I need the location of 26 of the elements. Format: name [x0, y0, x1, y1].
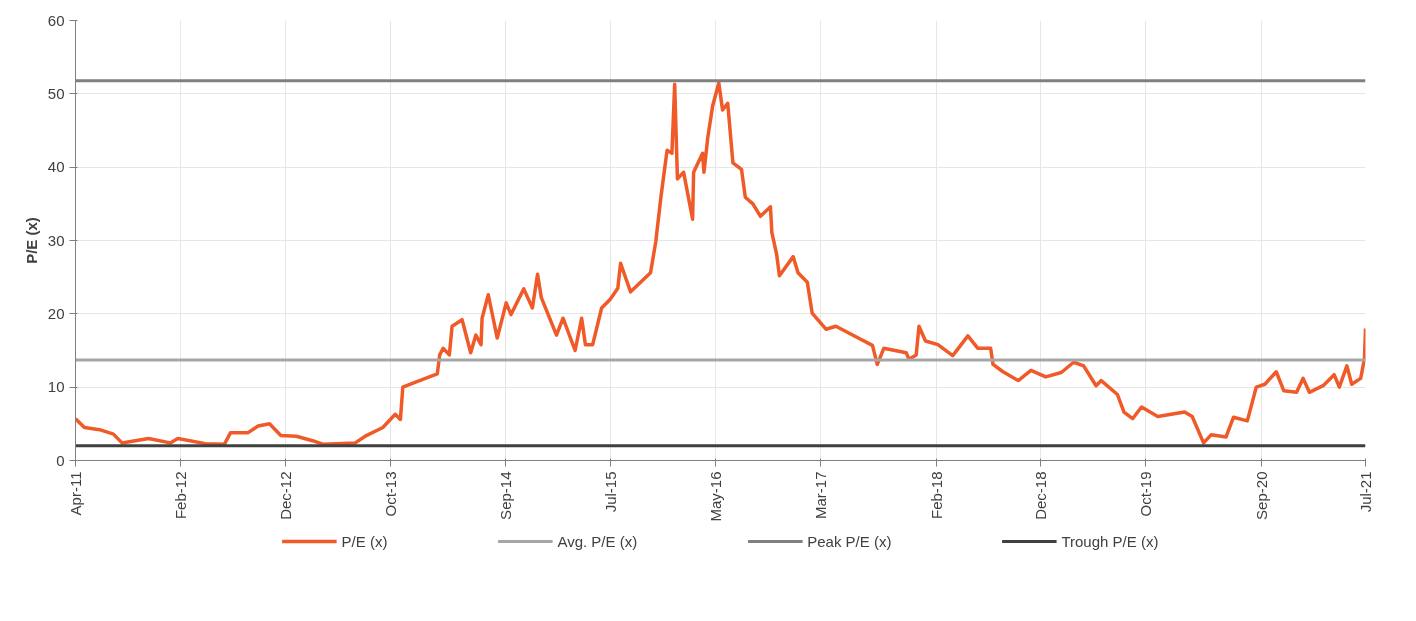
- x-tick-label: Dec-12: [277, 471, 295, 520]
- x-tick-label: Feb-18: [927, 471, 945, 520]
- x-tick-label: Jul-21: [1357, 471, 1374, 513]
- legend-label: Peak P/E (x): [807, 532, 892, 550]
- line-series: [75, 81, 1366, 447]
- x-tick-label: Oct-19: [1136, 471, 1154, 517]
- y-axis-title: P/E (x): [22, 217, 40, 264]
- y-tick-label: 30: [47, 231, 65, 249]
- y-tick-label: 40: [47, 158, 65, 176]
- x-tick-label: Jul-15: [601, 471, 619, 513]
- y-tick-label: 20: [47, 304, 65, 322]
- x-tick-label: Apr-11: [67, 471, 84, 516]
- legend-label: Trough P/E (x): [1061, 532, 1159, 550]
- x-tick-label: May-16: [706, 471, 724, 522]
- y-tick-label: 60: [47, 11, 65, 29]
- x-tick-label: Mar-17: [811, 471, 829, 520]
- y-tick-label: 0: [56, 451, 65, 469]
- x-tick-label: Dec-18: [1032, 471, 1050, 520]
- legend-label: P/E (x): [341, 532, 388, 550]
- x-tick-label: Oct-13: [381, 471, 399, 517]
- x-tick-label: Sep-14: [497, 471, 515, 520]
- y-tick-label: 10: [47, 378, 65, 396]
- x-tick-label: Feb-12: [172, 471, 190, 520]
- y-tick-label: 50: [47, 84, 65, 102]
- x-tick-label: Sep-20: [1252, 471, 1270, 520]
- legend-label: Avg. P/E (x): [557, 532, 638, 550]
